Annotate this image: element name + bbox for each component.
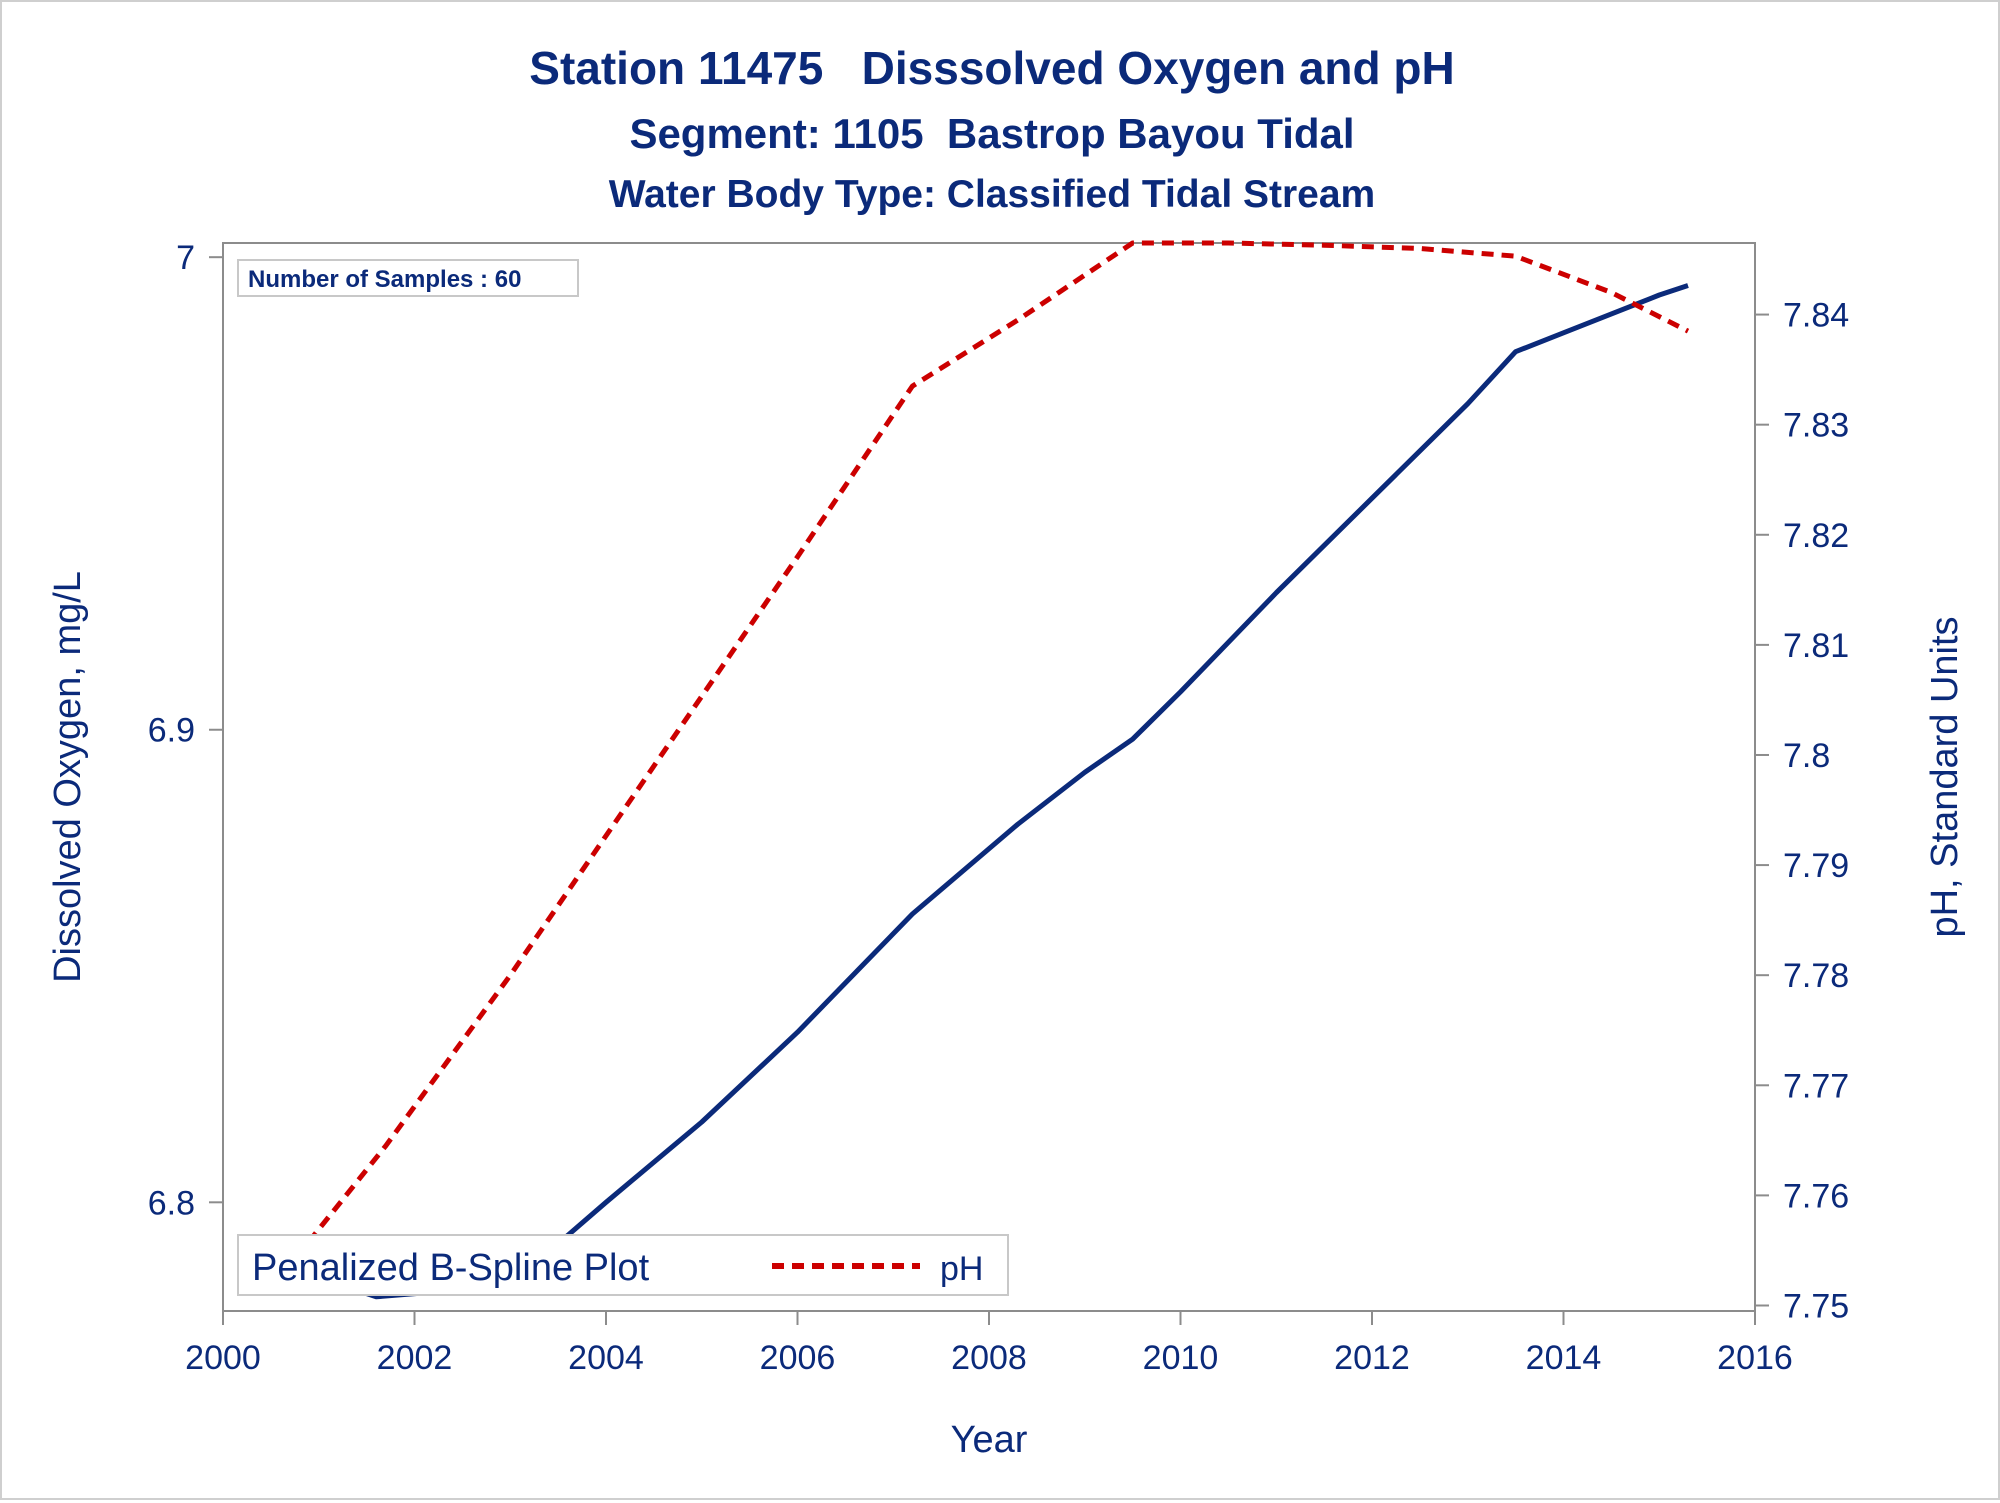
sample-count-annotation: Number of Samples : 60 [237,259,579,297]
y-axis-right: 7.75 7.76 7.77 7.78 7.79 7.8 7.81 7.82 7.83 7.84 [1755,297,1849,1325]
sample-count-text: Number of Samples : 60 [248,266,521,293]
ph-series-line [268,240,1690,1291]
x-axis-label: Year [951,1419,1028,1461]
y-right-tick-label: 7.76 [1783,1177,1849,1215]
y-axis-right-label: pH, Standard Units [1924,616,1966,937]
y-right-tick-label: 7.79 [1783,847,1849,885]
y-right-tick-label: 7.81 [1783,627,1849,665]
y-right-tick-label: 7.83 [1783,407,1849,445]
chart-subtitle-waterbody: Water Body Type: Classified Tidal Stream [609,173,1375,216]
y-right-tick-label: 7.84 [1783,297,1849,335]
legend-title: Penalized B-Spline Plot [252,1247,650,1289]
y-right-tick-label: 7.78 [1783,957,1849,995]
x-tick-label: 2014 [1526,1339,1602,1377]
legend-label-ph: pH [940,1250,983,1288]
y-right-tick-label: 7.82 [1783,517,1849,555]
chart-title: Station 11475 Disssolved Oxygen and pH [529,42,1454,94]
y-left-tick-label: 6.8 [148,1184,195,1222]
y-left-tick-label: 7 [176,239,195,277]
x-tick-label: 2012 [1334,1339,1410,1377]
x-tick-label: 2000 [185,1339,261,1377]
y-left-tick-label: 6.9 [148,712,195,750]
series-layer [268,240,1690,1300]
x-tick-label: 2008 [951,1339,1027,1377]
y-right-tick-label: 7.75 [1783,1287,1849,1325]
plot-area [222,242,1756,1312]
x-tick-label: 2006 [760,1339,836,1377]
x-tick-label: 2010 [1143,1339,1219,1377]
dissolved-oxygen-series-line [270,283,1689,1300]
y-axis-left: 6.8 6.9 7 [148,239,223,1222]
x-tick-label: 2004 [568,1339,644,1377]
y-right-tick-label: 7.77 [1783,1067,1849,1105]
x-tick-label: 2002 [377,1339,453,1377]
x-axis: 2000 2002 2004 2006 2008 2010 2012 2014 2016 [185,1311,1793,1377]
x-tick-label: 2016 [1717,1339,1793,1377]
y-axis-left-label: Dissolved Oxygen, mg/L [47,571,89,983]
y-right-tick-label: 7.8 [1783,737,1830,775]
legend: Penalized B-Spline Plot pH [237,1234,1009,1296]
chart-subtitle-segment: Segment: 1105 Bastrop Bayou Tidal [629,110,1354,157]
